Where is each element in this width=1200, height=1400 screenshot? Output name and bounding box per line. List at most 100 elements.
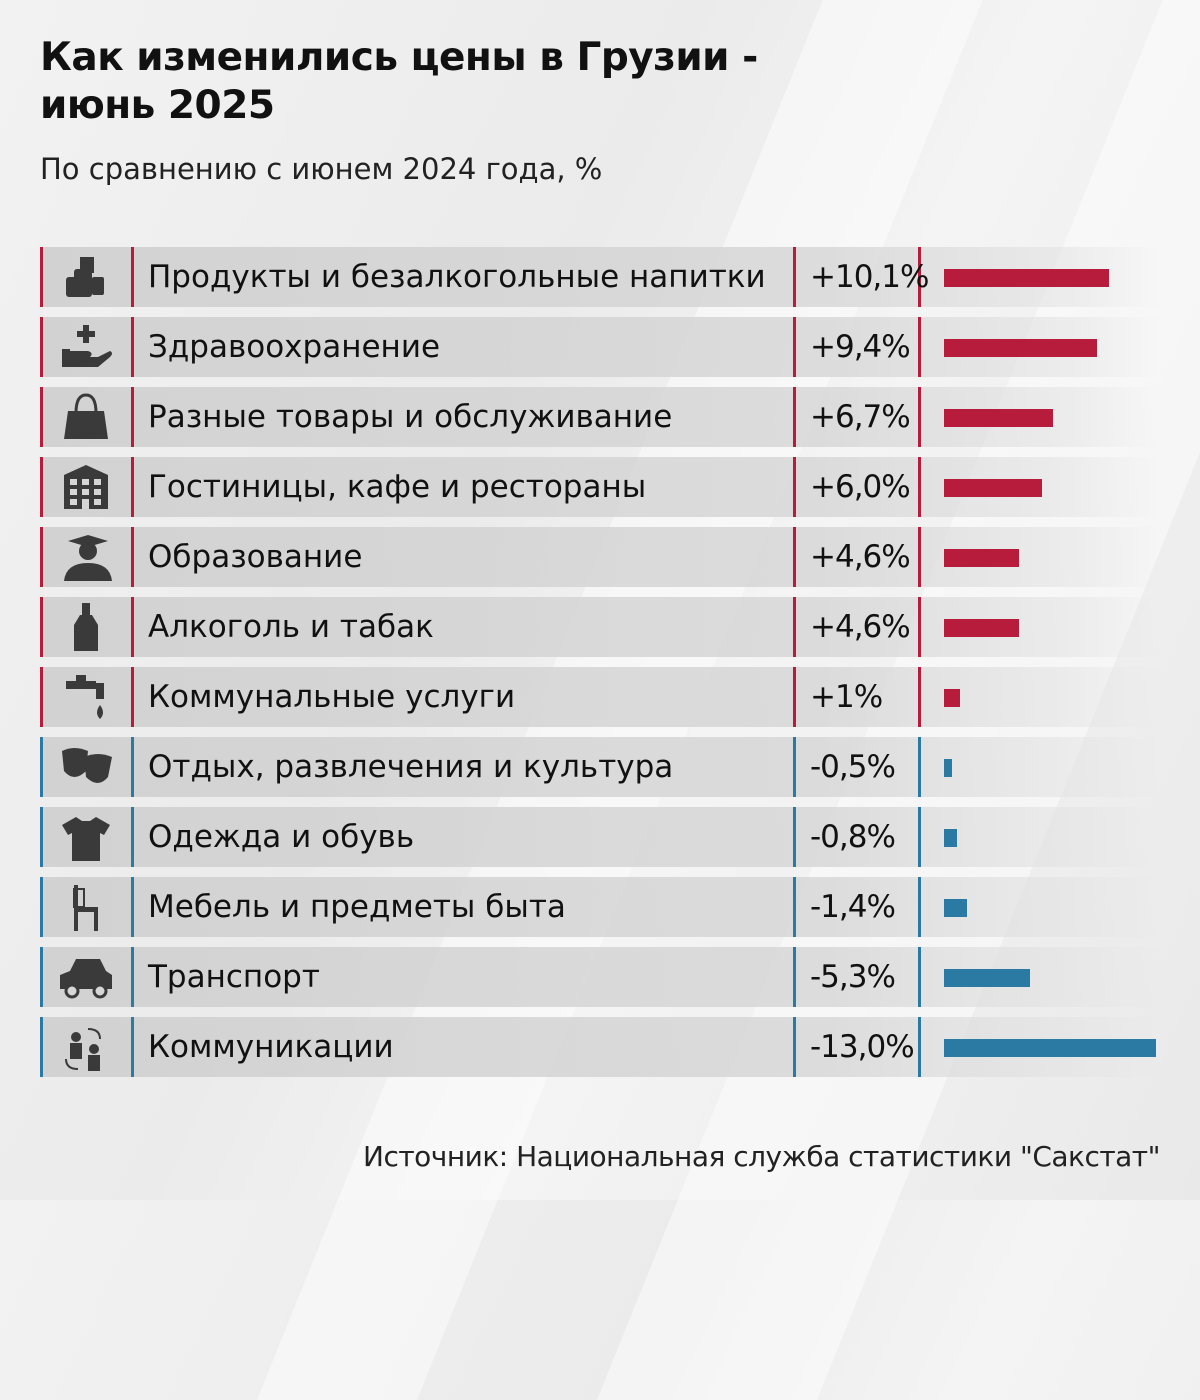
row-divider bbox=[131, 387, 134, 447]
category-label: Коммунальные услуги bbox=[148, 679, 516, 715]
bar bbox=[944, 339, 1098, 357]
chart-row: Алкоголь и табак +4,6% bbox=[40, 597, 1160, 657]
healthcare-hand-icon bbox=[58, 321, 114, 373]
row-divider bbox=[131, 667, 134, 727]
data-label: +6,7% bbox=[810, 399, 911, 435]
row-divider bbox=[40, 947, 43, 1007]
chart-row: Гостиницы, кафе и рестораны +6,0% bbox=[40, 457, 1160, 517]
category-label: Алкоголь и табак bbox=[148, 609, 434, 645]
row-divider bbox=[793, 527, 796, 587]
data-label: -0,8% bbox=[810, 819, 896, 855]
chart-row: Мебель и предметы быта -1,4% bbox=[40, 877, 1160, 937]
category-label: Коммуникации bbox=[148, 1029, 394, 1065]
data-label: +6,0% bbox=[810, 469, 911, 505]
row-divider bbox=[793, 737, 796, 797]
row-divider bbox=[40, 667, 43, 727]
tshirt-icon bbox=[58, 811, 114, 863]
data-label: +9,4% bbox=[810, 329, 911, 365]
chart-row: Здравоохранение +9,4% bbox=[40, 317, 1160, 377]
shopping-bag-icon bbox=[58, 391, 114, 443]
bar bbox=[944, 829, 958, 847]
chart-row: Продукты и безалкогольные напитки +10,1% bbox=[40, 247, 1160, 307]
row-divider bbox=[793, 457, 796, 517]
row-divider bbox=[918, 877, 921, 937]
row-divider bbox=[918, 247, 921, 307]
hotel-building-icon bbox=[58, 461, 114, 513]
category-label: Одежда и обувь bbox=[148, 819, 415, 855]
row-divider bbox=[40, 457, 43, 517]
row-divider bbox=[918, 387, 921, 447]
bar bbox=[944, 409, 1054, 427]
row-divider bbox=[918, 947, 921, 1007]
row-divider bbox=[793, 1017, 796, 1077]
bar bbox=[944, 479, 1042, 497]
row-divider bbox=[793, 387, 796, 447]
data-label: +10,1% bbox=[810, 259, 929, 295]
chart-row: Одежда и обувь -0,8% bbox=[40, 807, 1160, 867]
category-label: Отдых, развлечения и культура bbox=[148, 749, 674, 785]
row-divider bbox=[918, 737, 921, 797]
bar bbox=[944, 549, 1019, 567]
bar bbox=[944, 759, 953, 777]
chart-row: Транспорт -5,3% bbox=[40, 947, 1160, 1007]
groceries-icon bbox=[58, 251, 114, 303]
row-divider bbox=[918, 457, 921, 517]
row-divider bbox=[918, 527, 921, 587]
row-divider bbox=[793, 947, 796, 1007]
row-divider bbox=[131, 737, 134, 797]
category-label: Здравоохранение bbox=[148, 329, 441, 365]
row-divider bbox=[793, 247, 796, 307]
bottle-icon bbox=[58, 601, 114, 653]
row-divider bbox=[131, 597, 134, 657]
data-label: +4,6% bbox=[810, 539, 911, 575]
row-divider bbox=[918, 317, 921, 377]
bar bbox=[944, 899, 967, 917]
chart-row: Коммунальные услуги +1% bbox=[40, 667, 1160, 727]
row-divider bbox=[40, 807, 43, 867]
row-divider bbox=[793, 597, 796, 657]
row-divider bbox=[918, 597, 921, 657]
data-label: -5,3% bbox=[810, 959, 896, 995]
data-label: -0,5% bbox=[810, 749, 896, 785]
category-label: Транспорт bbox=[148, 959, 320, 995]
chart-row: Образование +4,6% bbox=[40, 527, 1160, 587]
bar bbox=[944, 689, 961, 707]
row-divider bbox=[131, 247, 134, 307]
row-divider bbox=[918, 667, 921, 727]
row-divider bbox=[131, 947, 134, 1007]
row-divider bbox=[131, 527, 134, 587]
chart-row: Коммуникации -13,0% bbox=[40, 1017, 1160, 1077]
row-divider bbox=[40, 1017, 43, 1077]
water-tap-icon bbox=[58, 671, 114, 723]
row-divider bbox=[793, 807, 796, 867]
row-divider bbox=[40, 597, 43, 657]
category-label: Разные товары и обслуживание bbox=[148, 399, 673, 435]
chart-subtitle: По сравнению с июнем 2024 года, % bbox=[40, 152, 603, 186]
row-divider bbox=[793, 317, 796, 377]
category-label: Мебель и предметы быта bbox=[148, 889, 566, 925]
row-divider bbox=[131, 1017, 134, 1077]
row-divider bbox=[40, 877, 43, 937]
row-divider bbox=[793, 877, 796, 937]
category-label: Гостиницы, кафе и рестораны bbox=[148, 469, 647, 505]
chart-row: Разные товары и обслуживание +6,7% bbox=[40, 387, 1160, 447]
row-divider bbox=[131, 457, 134, 517]
bar bbox=[944, 1039, 1156, 1057]
people-communication-icon bbox=[58, 1021, 114, 1073]
row-divider bbox=[918, 1017, 921, 1077]
data-label: -13,0% bbox=[810, 1029, 915, 1065]
row-divider bbox=[40, 247, 43, 307]
data-label: +1% bbox=[810, 679, 883, 715]
category-label: Образование bbox=[148, 539, 363, 575]
data-label: -1,4% bbox=[810, 889, 896, 925]
bar bbox=[944, 969, 1031, 987]
row-divider bbox=[131, 807, 134, 867]
bar bbox=[944, 269, 1109, 287]
row-divider bbox=[918, 807, 921, 867]
bar bbox=[944, 619, 1019, 637]
row-divider bbox=[40, 317, 43, 377]
row-divider bbox=[40, 737, 43, 797]
chart-row: Отдых, развлечения и культура -0,5% bbox=[40, 737, 1160, 797]
graduate-icon bbox=[58, 531, 114, 583]
data-label: +4,6% bbox=[810, 609, 911, 645]
